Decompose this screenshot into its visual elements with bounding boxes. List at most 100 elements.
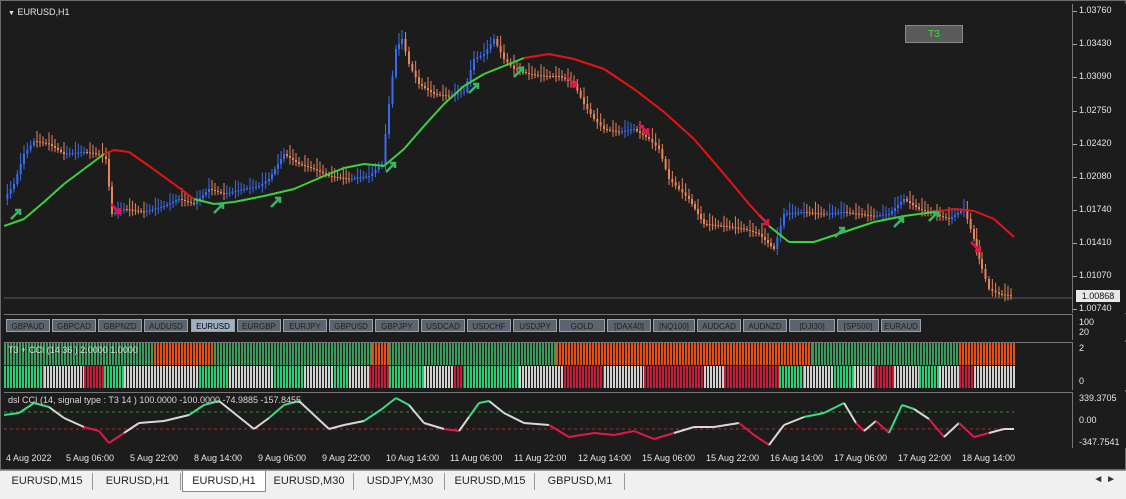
histogram-bar-bottom xyxy=(555,366,557,388)
symbol-button-gbpnzd[interactable]: GBPNZD xyxy=(98,319,142,332)
symbol-button-nq100[interactable]: [NQ100] xyxy=(653,319,695,332)
histogram-bar-bottom xyxy=(142,366,144,388)
symbol-button-gold[interactable]: GOLD xyxy=(559,319,605,332)
histogram-bar-bottom xyxy=(259,366,261,388)
symbol-button-gbpaud[interactable]: GBPAUD xyxy=(6,319,50,332)
symbol-button-usdchf[interactable]: USDCHF xyxy=(467,319,511,332)
histogram-bar-bottom xyxy=(104,366,106,388)
symbol-button-sp500[interactable]: [SP500] xyxy=(837,319,879,332)
histogram-bar-bottom xyxy=(74,366,76,388)
candle-body xyxy=(86,152,88,153)
t3-toggle-button[interactable]: T3 xyxy=(905,25,963,43)
chart-tab[interactable]: USDJPY,M30 xyxy=(356,473,445,490)
candle-body xyxy=(60,150,62,152)
candle-body xyxy=(906,199,908,201)
candle-body xyxy=(805,212,808,213)
candle-body xyxy=(9,189,12,194)
symbol-button-audcad[interactable]: AUDCAD xyxy=(697,319,741,332)
histogram-bar-top xyxy=(938,343,940,365)
candle-body xyxy=(740,228,743,230)
histogram-bar-bottom xyxy=(96,366,98,388)
histogram-bar-bottom xyxy=(883,366,885,388)
histogram-bar-bottom xyxy=(122,366,124,388)
histogram-bar-top xyxy=(787,343,789,365)
symbol-button-audnzd[interactable]: AUDNZD xyxy=(743,319,787,332)
symbol-button-usdjpy[interactable]: USDJPY xyxy=(513,319,557,332)
chart-tab[interactable]: EURUSD,M30 xyxy=(265,473,354,490)
histogram-bar-bottom xyxy=(384,366,386,388)
histogram-bar-top xyxy=(845,343,847,365)
price-chart-canvas[interactable] xyxy=(4,4,1072,313)
histogram-bar-bottom xyxy=(931,366,933,388)
symbol-button-gbpjpy[interactable]: GBPJPY xyxy=(375,319,419,332)
symbol-button-audusd[interactable]: AUDUSD xyxy=(144,319,188,332)
candle-body xyxy=(703,219,705,224)
histogram-bar-bottom xyxy=(628,366,630,388)
chart-menu-icon[interactable]: ▼ xyxy=(8,10,15,17)
symbol-button-eurgbp[interactable]: EURGBP xyxy=(237,319,281,332)
symbol-button-usdcad[interactable]: USDCAD xyxy=(421,319,465,332)
histogram-bar-bottom xyxy=(47,366,49,388)
histogram-bar-bottom xyxy=(540,366,542,388)
histogram-bar-bottom xyxy=(473,366,475,388)
symbol-button-euraud[interactable]: EURAUD xyxy=(881,319,921,332)
histogram-bar-bottom xyxy=(151,366,153,388)
histogram-bar-bottom xyxy=(998,366,1000,388)
histogram-bar-bottom xyxy=(181,366,183,388)
candle-body xyxy=(234,191,237,193)
histogram-bar-bottom xyxy=(319,366,321,388)
chart-tab[interactable]: EURUSD,M15 xyxy=(446,473,535,490)
histogram-bar-bottom xyxy=(942,366,944,388)
dsl-cci-pane[interactable]: dsl CCI (14, signal type : T3 14 ) 100.0… xyxy=(4,392,1072,449)
t3-segment xyxy=(523,53,550,59)
histogram-bar-bottom xyxy=(779,366,781,388)
t3-cci-histogram-pane[interactable]: T3 + CCI (14 36 ) 2.0000 1.0000 xyxy=(4,342,1072,391)
price-scale[interactable]: 1.03760 1.03430 1.03090 1.02750 1.02420 1.020… xyxy=(1072,4,1126,313)
candle-body xyxy=(414,70,417,78)
candle-body xyxy=(489,44,492,49)
tab-scroll-arrows-icon[interactable]: ◄ ► xyxy=(1093,474,1116,485)
symbol-button-gbpcad[interactable]: GBPCAD xyxy=(52,319,96,332)
histogram-bar-top xyxy=(169,343,171,365)
histogram-bar-top xyxy=(64,343,66,365)
histogram-bar-top xyxy=(328,343,330,365)
candle-body xyxy=(264,181,267,184)
histogram-bar-bottom xyxy=(662,366,664,388)
candle-body xyxy=(900,202,902,205)
histogram-bar-bottom xyxy=(277,366,279,388)
chart-tab[interactable]: EURUSD,M15 xyxy=(2,473,93,490)
candle-body xyxy=(460,92,462,94)
candle-body xyxy=(984,269,987,279)
cci-line-segment xyxy=(673,426,695,434)
histogram-bar-top xyxy=(878,343,880,365)
histogram-bar-top xyxy=(307,343,309,365)
candle-body xyxy=(834,212,837,214)
candle-body xyxy=(148,210,151,212)
histogram-bar-top xyxy=(413,343,415,365)
histogram-bar-bottom xyxy=(582,366,584,388)
symbol-button-dax40[interactable]: [DAX40] xyxy=(607,319,651,332)
symbol-scale-bottom: 20 xyxy=(1079,327,1090,337)
histogram-bar-bottom xyxy=(794,366,796,388)
chart-tab[interactable]: EURUSD,H1 xyxy=(95,473,181,490)
histogram-bar-top xyxy=(592,343,594,365)
chart-tab[interactable]: GBPUSD,M1 xyxy=(536,473,625,490)
symbol-button-dji30[interactable]: [DJI30] xyxy=(789,319,835,332)
histogram-bar-top xyxy=(301,343,303,365)
symbol-button-eurjpy[interactable]: EURJPY xyxy=(283,319,327,332)
histogram-bar-top xyxy=(757,343,759,365)
candle-body xyxy=(371,173,374,176)
chart-tab[interactable]: EURUSD,H1 xyxy=(182,471,266,492)
candle-body xyxy=(823,213,825,215)
time-axis[interactable]: 4 Aug 2022 5 Aug 06:00 5 Aug 22:00 8 Aug 14… xyxy=(4,450,1072,468)
symbol-button-eurusd[interactable]: EURUSD xyxy=(191,319,235,332)
histogram-bar-top xyxy=(772,343,774,365)
t3-segment xyxy=(113,149,130,153)
price-chart-pane[interactable]: ▼ EURUSD,H1 xyxy=(4,4,1072,313)
candle-body xyxy=(776,237,779,249)
histogram-bar-top xyxy=(337,343,339,365)
symbol-button-gbpusd[interactable]: GBPUSD xyxy=(329,319,373,332)
candle-body xyxy=(330,176,333,177)
histogram-bar-top xyxy=(917,343,919,365)
histogram-bar-top xyxy=(971,343,973,365)
